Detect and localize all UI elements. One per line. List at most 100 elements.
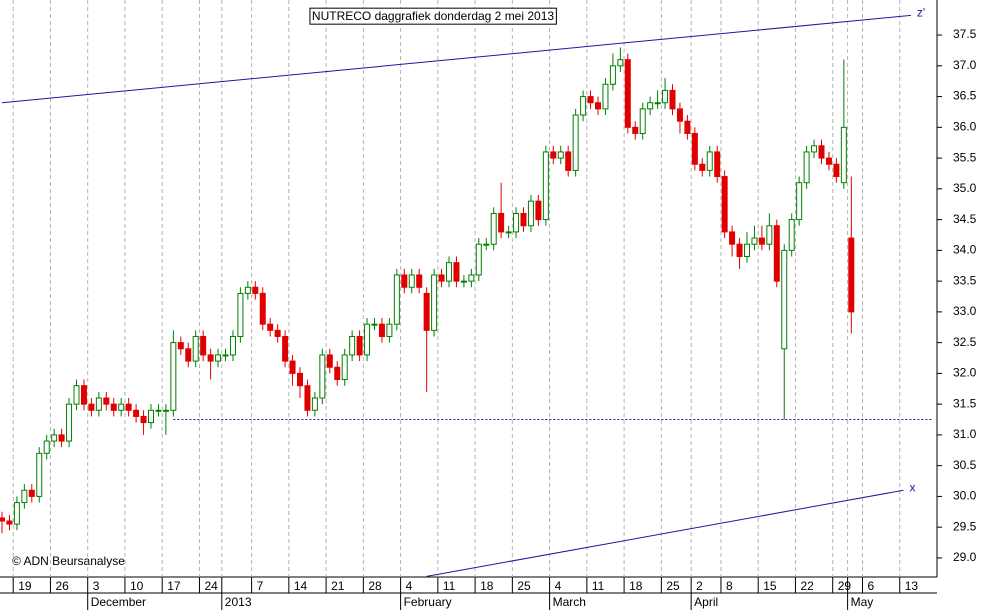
x-tick-label: 3 (93, 579, 100, 593)
candle-body (721, 176, 728, 233)
candle-body (848, 237, 855, 313)
candle-body (617, 59, 624, 67)
y-tick-label: 33.0 (953, 304, 977, 318)
x-tick-label: 8 (726, 579, 733, 593)
candle-body (80, 385, 87, 405)
candle-body (319, 354, 326, 399)
candle-body (289, 360, 296, 374)
candle-body (66, 403, 73, 442)
chart-title: NUTRECO daggrafiek donderdag 2 mei 2013 (312, 9, 554, 23)
x-tick-label: 4 (406, 579, 413, 593)
candle-body (58, 434, 65, 442)
candle-body (192, 335, 199, 362)
candle-body (587, 96, 594, 104)
candle-body (401, 274, 408, 288)
candle-body (110, 403, 117, 411)
candle-body (803, 151, 810, 184)
candle-body (125, 403, 132, 411)
month-label: April (694, 595, 718, 609)
x-tick-label: 25 (666, 579, 680, 593)
trend-line-label: x (909, 480, 915, 494)
x-tick-label: 22 (800, 579, 814, 593)
x-tick-label: 14 (294, 579, 308, 593)
candle-body (632, 126, 639, 134)
candle-body (282, 335, 289, 362)
y-tick-label: 30.5 (953, 458, 977, 472)
x-tick-label: 17 (167, 579, 181, 593)
candle-body (51, 434, 58, 442)
candle-body (498, 212, 505, 233)
candle-body (580, 96, 587, 116)
month-label: March (553, 595, 586, 609)
candle-body (177, 342, 184, 350)
y-tick-label: 37.0 (953, 58, 977, 72)
x-tick-label: 28 (368, 579, 382, 593)
candle-body (557, 151, 564, 159)
candle-body (6, 520, 13, 525)
x-tick-label: 10 (130, 579, 144, 593)
candle-body (408, 274, 415, 288)
y-tick-label: 31.0 (953, 427, 977, 441)
candle-body (229, 335, 236, 356)
candle-body (28, 489, 35, 497)
candle-body (527, 200, 534, 227)
x-tick-label: 11 (443, 579, 456, 593)
candle-body (840, 126, 847, 184)
candle-body (95, 397, 102, 411)
x-tick-label: 21 (331, 579, 345, 593)
candle-body (118, 403, 125, 411)
candle-body (818, 145, 825, 159)
candle-body (453, 262, 460, 282)
candle-body (423, 292, 430, 331)
candle-body (729, 231, 736, 245)
candle-body (73, 385, 80, 405)
candle-body (662, 89, 669, 104)
candle-body (393, 274, 400, 325)
candle-body (170, 342, 177, 411)
candle-body (140, 415, 147, 424)
candle-body (341, 354, 348, 381)
month-label: May (851, 595, 874, 609)
x-tick-label: 13 (905, 579, 919, 593)
candle-body (0, 517, 5, 522)
x-tick-label: 19 (18, 579, 32, 593)
y-tick-label: 35.5 (953, 150, 977, 164)
candle-body (691, 132, 698, 165)
candle-body (744, 243, 750, 258)
candle-body (609, 65, 616, 85)
candle-body (811, 145, 818, 153)
candle-body (222, 354, 229, 357)
candle-body (43, 440, 50, 454)
candle-body (311, 397, 318, 411)
x-tick-label: 4 (555, 579, 562, 593)
y-tick-label: 32.0 (953, 366, 977, 380)
y-tick-label: 36.5 (953, 89, 977, 103)
candle-body (103, 397, 110, 405)
candle-body (431, 274, 438, 331)
candle-body (21, 489, 28, 504)
candle-body (624, 59, 631, 128)
candle-body (356, 335, 363, 356)
candle-body (326, 354, 333, 368)
candle-body (297, 372, 303, 387)
candle-body (252, 286, 259, 294)
candle-body (639, 108, 646, 134)
candle-body (416, 274, 423, 288)
candle-body (237, 292, 244, 337)
candle-body (654, 102, 661, 105)
candle-body (758, 237, 765, 245)
y-tick-label: 29.0 (953, 550, 977, 564)
x-tick-label: 11 (592, 579, 605, 593)
candle-body (684, 120, 691, 134)
y-tick-label: 34.0 (953, 243, 977, 257)
y-tick-label: 29.5 (953, 519, 977, 533)
x-tick-label: 25 (517, 579, 531, 593)
candle-body (475, 243, 482, 276)
candle-body (676, 108, 683, 122)
trend-line (1, 14, 911, 104)
candle-body (215, 354, 222, 362)
candle-body (88, 403, 95, 411)
candle-body (699, 163, 706, 171)
candle-body (304, 385, 311, 411)
y-tick-label: 35.0 (953, 181, 977, 195)
